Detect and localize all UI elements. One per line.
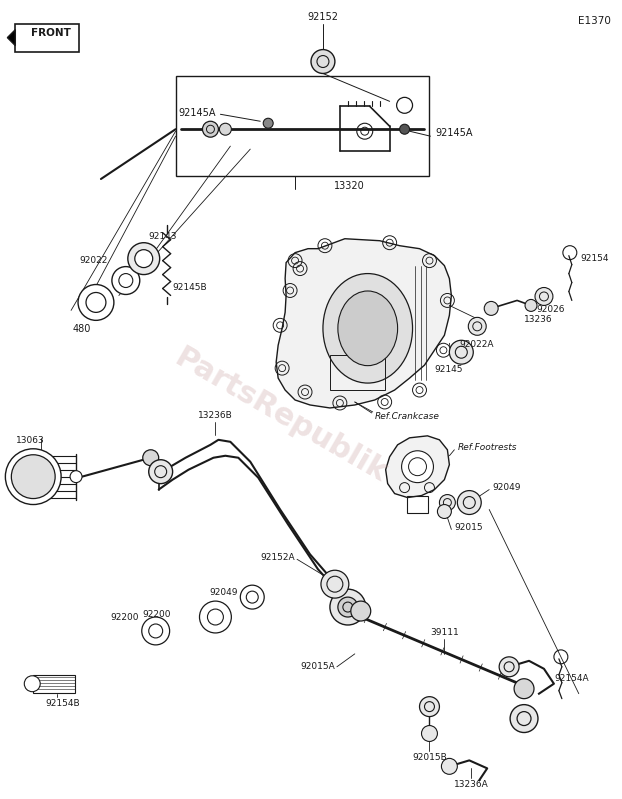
Circle shape [499, 657, 519, 677]
Text: PartsRepublik: PartsRepublik [169, 343, 391, 488]
Text: 13063: 13063 [16, 435, 45, 445]
Circle shape [510, 705, 538, 733]
Text: 92200: 92200 [110, 613, 139, 622]
Circle shape [338, 597, 358, 617]
Text: 92200: 92200 [142, 610, 170, 618]
Text: 13236: 13236 [524, 316, 553, 324]
Text: Ref.Crankcase: Ref.Crankcase [374, 412, 440, 421]
Circle shape [535, 288, 553, 305]
Circle shape [200, 601, 231, 633]
Text: 13236A: 13236A [454, 781, 489, 789]
Text: 92022A: 92022A [459, 340, 494, 349]
Circle shape [112, 267, 140, 295]
Circle shape [330, 589, 366, 625]
Text: 92015: 92015 [454, 523, 483, 532]
Circle shape [142, 617, 170, 645]
Circle shape [263, 118, 273, 128]
Text: 92145A: 92145A [179, 109, 216, 118]
Circle shape [468, 317, 486, 336]
Circle shape [220, 123, 231, 135]
Text: 480: 480 [73, 324, 91, 334]
Circle shape [240, 585, 264, 609]
Text: 92152: 92152 [307, 12, 338, 22]
Circle shape [6, 449, 61, 504]
Text: 92154: 92154 [581, 254, 610, 263]
Circle shape [135, 249, 153, 268]
Polygon shape [16, 24, 79, 52]
Circle shape [402, 451, 434, 483]
Circle shape [525, 300, 537, 312]
Text: FRONT: FRONT [31, 28, 71, 38]
Text: 92143: 92143 [149, 232, 177, 240]
Text: 92154A: 92154A [554, 674, 588, 683]
Polygon shape [276, 239, 452, 408]
Text: 39111: 39111 [430, 628, 459, 637]
Circle shape [128, 243, 160, 275]
Text: 92015B: 92015B [412, 753, 447, 762]
Text: 92015A: 92015A [300, 662, 335, 671]
Text: 92026: 92026 [536, 305, 565, 315]
Circle shape [484, 301, 498, 316]
Bar [407, 495, 429, 514]
Text: 92049: 92049 [210, 587, 238, 597]
Circle shape [399, 124, 409, 134]
Circle shape [149, 459, 173, 483]
Circle shape [24, 676, 40, 692]
Circle shape [449, 340, 473, 364]
Ellipse shape [338, 291, 397, 366]
Circle shape [442, 758, 457, 774]
Polygon shape [386, 435, 449, 498]
Text: 92145A: 92145A [435, 128, 473, 138]
Text: 92152A: 92152A [261, 553, 295, 562]
Circle shape [11, 455, 55, 499]
Text: 92145: 92145 [434, 365, 463, 374]
Circle shape [419, 697, 439, 717]
Circle shape [457, 491, 481, 515]
Circle shape [203, 121, 218, 137]
Text: 13236B: 13236B [198, 411, 233, 420]
Text: 92154B: 92154B [45, 698, 80, 708]
Circle shape [78, 284, 114, 320]
Bar [330, 356, 384, 390]
Circle shape [321, 570, 349, 598]
Bar [175, 77, 429, 176]
Circle shape [311, 50, 335, 74]
Circle shape [70, 471, 82, 483]
Text: 92049: 92049 [492, 483, 521, 492]
Text: Ref.Footrests: Ref.Footrests [457, 443, 517, 452]
Circle shape [351, 601, 371, 621]
Bar [33, 675, 75, 693]
Polygon shape [7, 30, 16, 46]
Circle shape [437, 504, 452, 519]
Text: E1370: E1370 [578, 16, 611, 26]
Text: 92145B: 92145B [173, 283, 207, 292]
Text: 13320: 13320 [335, 181, 365, 191]
Circle shape [143, 450, 159, 466]
Circle shape [514, 678, 534, 698]
Ellipse shape [323, 273, 412, 383]
Circle shape [422, 725, 437, 741]
Circle shape [439, 495, 455, 511]
Text: 92022: 92022 [80, 256, 108, 264]
